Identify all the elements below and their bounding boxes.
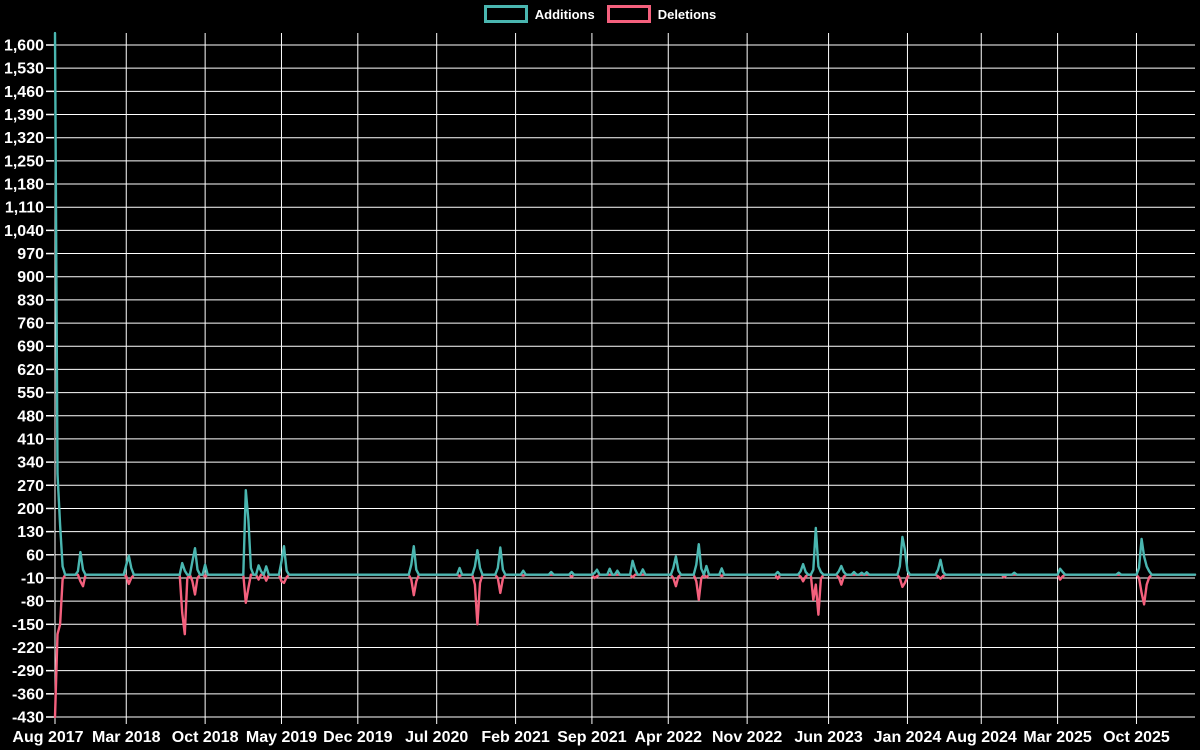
y-tick-label: 410 (17, 431, 44, 448)
x-tick-label: Oct 2018 (172, 729, 239, 746)
deletions-line (53, 573, 1197, 719)
legend-item-deletions[interactable]: Deletions (606, 5, 717, 23)
y-tick-label: 1,530 (4, 61, 44, 78)
x-tick-label: Apr 2022 (634, 729, 702, 746)
y-tick-label: 60 (26, 547, 44, 564)
x-tick-label: Oct 2025 (1103, 729, 1170, 746)
additions-swatch-icon (483, 5, 528, 23)
y-tick-label: 900 (17, 269, 44, 286)
x-tick-label: Sep 2021 (557, 729, 626, 746)
y-tick-label: 1,250 (4, 153, 44, 170)
x-tick-label: Mar 2018 (92, 729, 161, 746)
y-tick-label: 970 (17, 246, 44, 263)
x-tick-label: May 2019 (246, 729, 317, 746)
x-tick-label: Feb 2021 (481, 729, 550, 746)
y-tick-label: -150 (12, 617, 44, 634)
y-tick-label: 1,460 (4, 84, 44, 101)
y-tick-label: 1,110 (5, 200, 44, 217)
deletions-swatch-icon (606, 5, 651, 23)
x-tick-label: Jun 2023 (794, 729, 863, 746)
legend-label-deletions: Deletions (657, 6, 717, 22)
x-tick-label: Dec 2019 (323, 729, 392, 746)
y-tick-label: 760 (17, 316, 44, 333)
y-tick-label: 1,040 (4, 223, 44, 240)
y-tick-label: -290 (12, 663, 44, 680)
y-tick-label: -10 (21, 570, 44, 587)
x-tick-label: Aug 2024 (946, 729, 1017, 746)
x-tick-label: Jan 2024 (874, 729, 942, 746)
y-tick-label: 200 (17, 501, 44, 518)
y-tick-label: 1,600 (4, 38, 44, 55)
legend-label-additions: Additions (534, 6, 595, 22)
y-tick-label: 1,320 (4, 130, 44, 147)
chart-legend: Additions Deletions (0, 5, 1200, 23)
y-tick-label: -80 (21, 594, 44, 611)
additions-line (53, 31, 1197, 576)
y-tick-label: 830 (17, 292, 44, 309)
y-tick-label: -360 (12, 686, 44, 703)
y-tick-label: 130 (17, 524, 44, 541)
x-tick-label: Mar 2025 (1023, 729, 1092, 746)
y-tick-label: 340 (17, 455, 44, 472)
y-tick-label: -220 (12, 640, 44, 657)
y-tick-label: 620 (17, 362, 44, 379)
x-tick-label: Nov 2022 (712, 729, 782, 746)
y-tick-label: -430 (12, 710, 44, 727)
y-tick-label: 480 (17, 408, 44, 425)
y-tick-label: 1,390 (4, 107, 44, 124)
y-tick-label: 270 (17, 478, 44, 495)
y-tick-label: 1,180 (4, 177, 44, 194)
y-tick-label: 550 (17, 385, 44, 402)
x-tick-label: Aug 2017 (12, 729, 83, 746)
x-tick-label: Jul 2020 (405, 729, 468, 746)
legend-item-additions[interactable]: Additions (483, 5, 595, 23)
y-tick-label: 690 (17, 339, 44, 356)
